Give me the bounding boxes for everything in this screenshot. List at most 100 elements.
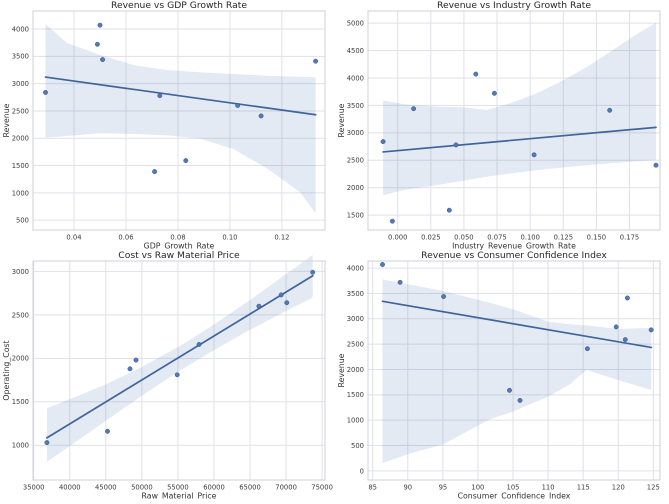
data-point bbox=[94, 41, 100, 47]
data-point bbox=[584, 346, 590, 352]
y-tick-label: 4000 bbox=[12, 25, 29, 33]
y-tick-label: 500 bbox=[16, 217, 29, 225]
data-point bbox=[441, 294, 447, 299]
data-point bbox=[196, 341, 202, 347]
y-tick-label: 0 bbox=[360, 467, 364, 475]
y-axis-label: Revenue bbox=[337, 103, 346, 137]
y-tick-label: 1500 bbox=[347, 391, 364, 399]
data-point bbox=[157, 93, 163, 99]
subplot-revenue-vs-industry-growth-rate: Revenue vs Industry Growth Rate 0.000 0.02… bbox=[335, 0, 669, 251]
y-tick-label: 3500 bbox=[12, 53, 29, 61]
y-tick-label: 5000 bbox=[347, 20, 364, 28]
axes-border bbox=[367, 10, 661, 231]
x-tick-label: 0.04 bbox=[66, 234, 81, 242]
data-point bbox=[183, 158, 189, 164]
data-point bbox=[100, 57, 106, 63]
y-tick-label: 1000 bbox=[12, 189, 29, 197]
data-point bbox=[411, 106, 417, 112]
x-tick-label: 35000 bbox=[23, 484, 45, 492]
x-tick-label: 75000 bbox=[311, 484, 333, 492]
data-point bbox=[174, 372, 180, 378]
x-tick-label: 70000 bbox=[275, 484, 297, 492]
x-tick-label: 45000 bbox=[95, 484, 117, 492]
y-tick-label: 1000 bbox=[347, 417, 364, 425]
x-tick-label: 115 bbox=[577, 484, 590, 492]
y-tick-label: 2000 bbox=[12, 135, 29, 143]
y-axis-label: Revenue bbox=[2, 103, 11, 137]
x-tick-label: 125 bbox=[647, 484, 660, 492]
data-point bbox=[453, 142, 459, 148]
x-tick-label: 0.06 bbox=[118, 234, 133, 242]
y-axis-label: Operating_Cost bbox=[2, 340, 11, 400]
regression-line bbox=[44, 76, 317, 116]
x-tick-label: 55000 bbox=[167, 484, 189, 492]
plot-title: Revenue vs GDP Growth Rate bbox=[111, 0, 247, 11]
x-tick-label: 90 bbox=[403, 484, 412, 492]
y-tick-label: 1500 bbox=[12, 398, 29, 406]
x-tick-label: 60000 bbox=[203, 484, 225, 492]
subplot-cost-vs-raw-material-price: Cost vs Raw Material Price 35000 40000 4500… bbox=[0, 250, 335, 501]
x-tick-label: 110 bbox=[542, 484, 555, 492]
subplot-revenue-vs-gdp-growth-rate: Revenue vs GDP Growth Rate 0.04 0.06 0.08 0.… bbox=[0, 0, 335, 251]
data-point bbox=[531, 152, 537, 158]
chart-revenue-vs-industry-growth-rate: Revenue vs Industry Growth Rate 0.000 0.02… bbox=[337, 0, 661, 251]
data-point bbox=[97, 22, 103, 28]
y-tick-label: 2500 bbox=[12, 107, 29, 115]
data-point bbox=[613, 324, 619, 330]
y-tick-label: 3000 bbox=[347, 129, 364, 137]
x-tick-label: 0.075 bbox=[487, 234, 506, 242]
data-point bbox=[44, 440, 50, 446]
x-tick-label: 0.10 bbox=[222, 234, 237, 242]
x-tick-label: 0.08 bbox=[170, 234, 185, 242]
data-point bbox=[258, 113, 264, 119]
chart-revenue-vs-gdp-growth-rate: Revenue vs GDP Growth Rate 0.04 0.06 0.08 0.… bbox=[2, 0, 326, 251]
x-tick-label: 0.150 bbox=[587, 234, 606, 242]
x-tick-label: 0.000 bbox=[388, 234, 407, 242]
plot-title: Revenue vs Industry Growth Rate bbox=[437, 0, 591, 11]
plot-area bbox=[368, 261, 660, 480]
chart-revenue-vs-consumer-confidence-index: Revenue vs Consumer Confidence Index 85 90… bbox=[337, 250, 661, 501]
x-tick-label: 50000 bbox=[131, 484, 153, 492]
x-tick-label: 120 bbox=[612, 484, 625, 492]
plot-area bbox=[33, 11, 325, 230]
confidence-band bbox=[46, 254, 313, 462]
x-tick-label: 40000 bbox=[59, 484, 81, 492]
data-point bbox=[653, 162, 659, 168]
x-axis-label: Raw_Material_Price bbox=[142, 492, 217, 501]
x-tick-label: 95 bbox=[439, 484, 448, 492]
confidence-band bbox=[45, 24, 316, 214]
data-point bbox=[491, 90, 497, 96]
y-tick-label: 2500 bbox=[347, 341, 364, 349]
x-tick-label: 85 bbox=[368, 484, 377, 492]
axes-border bbox=[32, 260, 326, 481]
data-point bbox=[133, 357, 139, 363]
y-tick-label: 2000 bbox=[347, 366, 364, 374]
x-tick-label: 0.175 bbox=[620, 234, 639, 242]
y-tick-label: 3000 bbox=[12, 80, 29, 88]
confidence-band bbox=[382, 279, 652, 464]
x-tick-label: 0.050 bbox=[454, 234, 473, 242]
y-tick-label: 3500 bbox=[347, 102, 364, 110]
data-point bbox=[380, 139, 386, 145]
data-point bbox=[624, 295, 630, 301]
y-tick-label: 2500 bbox=[12, 311, 29, 319]
data-point bbox=[389, 218, 395, 224]
y-tick-label: 4000 bbox=[347, 265, 364, 273]
x-tick-label: 0.12 bbox=[274, 234, 289, 242]
regression-line bbox=[46, 274, 314, 439]
regression-line bbox=[382, 126, 657, 153]
y-tick-label: 3000 bbox=[347, 315, 364, 323]
data-point bbox=[397, 279, 403, 285]
x-tick-label: 0.125 bbox=[554, 234, 573, 242]
data-point bbox=[43, 89, 48, 95]
x-tick-label: 0.025 bbox=[421, 234, 440, 242]
x-axis-label: Industry_Revenue_Growth_Rate bbox=[452, 242, 576, 251]
data-point bbox=[380, 262, 385, 267]
y-tick-label: 2500 bbox=[347, 157, 364, 165]
y-tick-label: 1000 bbox=[12, 442, 29, 450]
confidence-band bbox=[383, 22, 656, 196]
y-tick-label: 4000 bbox=[347, 74, 364, 82]
y-tick-label: 500 bbox=[351, 442, 364, 450]
y-tick-label: 3500 bbox=[347, 290, 364, 298]
axes-border bbox=[367, 260, 661, 481]
